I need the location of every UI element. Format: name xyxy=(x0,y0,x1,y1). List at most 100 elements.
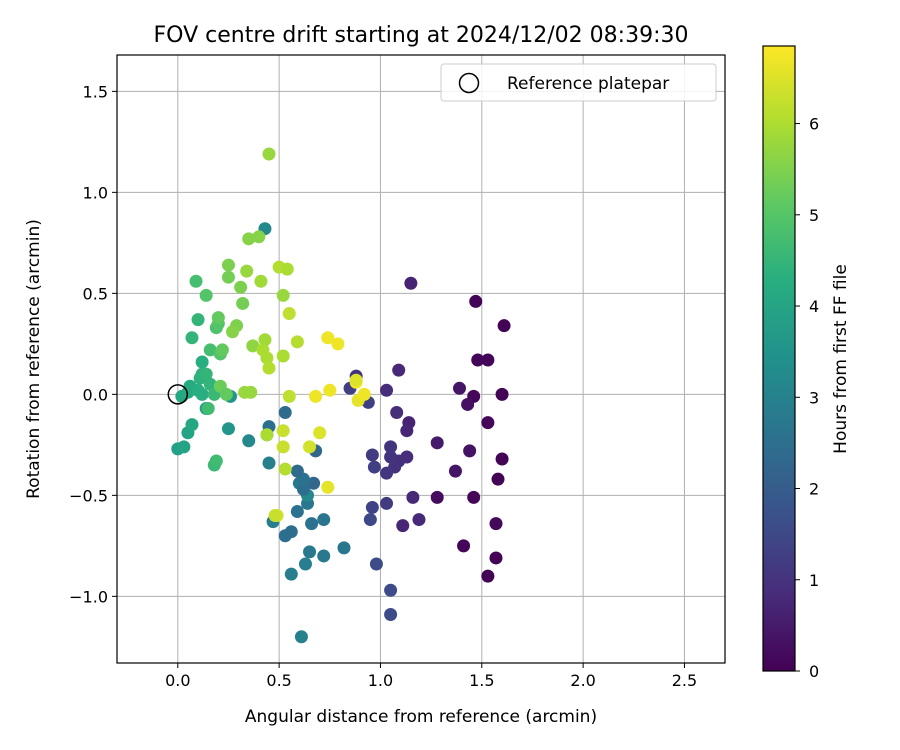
x-tick-label: 1.5 xyxy=(469,671,494,690)
x-tick-label: 1.0 xyxy=(368,671,393,690)
data-point xyxy=(199,288,213,302)
data-point xyxy=(384,583,398,597)
data-point xyxy=(349,373,363,387)
data-point xyxy=(236,296,250,310)
data-point xyxy=(367,460,381,474)
data-point xyxy=(203,377,217,391)
data-point xyxy=(412,513,426,527)
data-point xyxy=(260,428,274,442)
y-tick-label: −1.0 xyxy=(69,587,108,606)
reference-marker xyxy=(167,384,189,405)
data-point xyxy=(215,343,229,357)
scatter-points xyxy=(171,147,511,644)
data-point xyxy=(481,569,495,583)
legend: Reference platepar xyxy=(440,63,717,102)
colorbar-tick-label: 1 xyxy=(809,571,819,590)
data-point xyxy=(497,319,511,333)
data-point xyxy=(258,333,272,347)
data-point xyxy=(242,434,256,448)
data-point xyxy=(290,464,304,478)
data-point xyxy=(448,464,462,478)
colorbar xyxy=(762,45,796,672)
data-point xyxy=(296,482,310,496)
data-point xyxy=(323,383,337,397)
data-point xyxy=(209,454,223,468)
legend-marker xyxy=(458,72,480,94)
colorbar-tick-label: 0 xyxy=(809,662,819,681)
data-point xyxy=(481,416,495,430)
data-point xyxy=(195,387,209,401)
data-point xyxy=(430,490,444,504)
data-point xyxy=(276,424,290,438)
data-point xyxy=(201,401,215,415)
data-point xyxy=(246,339,260,353)
data-point xyxy=(260,351,274,365)
data-point xyxy=(491,472,505,486)
data-point xyxy=(294,630,308,644)
data-point xyxy=(495,387,509,401)
data-point xyxy=(185,331,199,345)
data-point xyxy=(309,389,323,403)
data-point xyxy=(262,361,276,375)
data-point xyxy=(234,280,248,294)
data-point xyxy=(262,147,276,161)
data-point xyxy=(252,230,266,244)
data-point xyxy=(242,232,256,246)
data-point xyxy=(317,513,331,527)
y-tick-label: 0.0 xyxy=(83,385,108,404)
y-axis-label: Rotation from reference (arcmin) xyxy=(24,219,44,499)
data-point xyxy=(278,462,292,476)
data-point xyxy=(357,387,371,401)
data-point xyxy=(390,406,404,420)
data-point xyxy=(495,452,509,466)
data-point xyxy=(191,313,205,327)
x-axis-label: Angular distance from reference (arcmin) xyxy=(245,707,597,727)
data-point xyxy=(307,476,321,490)
data-point xyxy=(313,426,327,440)
data-point xyxy=(195,355,209,369)
data-point xyxy=(280,262,294,276)
data-point xyxy=(240,264,254,278)
data-point xyxy=(481,353,495,367)
colorbar-tick-label: 3 xyxy=(809,388,819,407)
data-point xyxy=(284,567,298,581)
y-tick-label: 1.5 xyxy=(83,82,108,101)
data-point xyxy=(262,456,276,470)
data-point xyxy=(303,440,317,454)
data-point xyxy=(303,545,317,559)
data-point xyxy=(317,549,331,563)
colorbar-ticks: 0 1 2 3 4 5 6 xyxy=(795,115,819,681)
y-tick-label: 0.5 xyxy=(83,284,108,303)
data-point xyxy=(282,389,296,403)
data-point xyxy=(276,440,290,454)
data-point xyxy=(189,274,203,288)
plot-frame xyxy=(116,54,726,664)
colorbar-tick-label: 2 xyxy=(809,480,819,499)
data-point xyxy=(471,353,485,367)
data-point xyxy=(469,294,483,308)
data-point xyxy=(467,490,481,504)
data-point xyxy=(365,500,379,514)
data-point xyxy=(380,466,394,480)
data-point xyxy=(298,557,312,571)
data-point xyxy=(384,440,398,454)
legend-entry: Reference platepar xyxy=(507,74,669,94)
y-tick-label: −0.5 xyxy=(69,486,108,505)
data-point xyxy=(276,349,290,363)
data-point xyxy=(461,397,475,411)
data-point xyxy=(226,325,240,339)
data-point xyxy=(396,519,410,533)
colorbar-tick-label: 4 xyxy=(809,297,819,316)
data-point xyxy=(430,436,444,450)
data-point xyxy=(380,383,394,397)
y-ticks: −1.0 −0.5 0.0 0.5 1.0 1.5 xyxy=(69,82,117,606)
data-point xyxy=(199,367,213,381)
data-point xyxy=(211,311,225,325)
data-point xyxy=(278,406,292,420)
data-point xyxy=(380,496,394,510)
data-point xyxy=(489,551,503,565)
colorbar-tick-label: 5 xyxy=(809,206,819,225)
y-tick-label: 1.0 xyxy=(83,183,108,202)
data-point xyxy=(321,331,335,345)
